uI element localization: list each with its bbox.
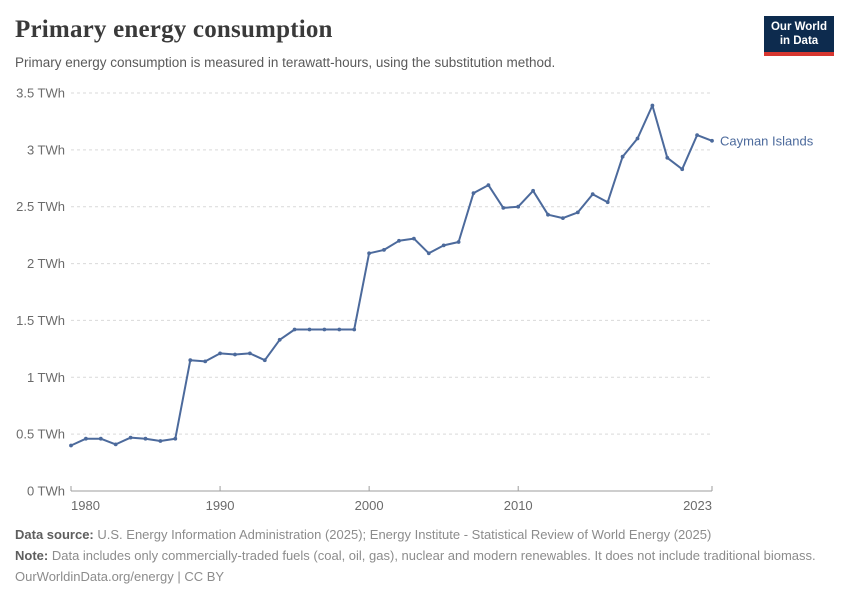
data-point[interactable]	[531, 188, 535, 193]
data-point[interactable]	[233, 352, 237, 357]
data-point[interactable]	[352, 327, 357, 332]
data-point[interactable]	[516, 204, 521, 209]
data-point[interactable]	[665, 155, 670, 160]
data-point[interactable]	[471, 191, 476, 196]
data-point[interactable]	[292, 327, 297, 332]
page-title: Primary energy consumption	[15, 16, 333, 43]
data-point[interactable]	[426, 251, 431, 256]
x-tick-label: 2023	[683, 498, 712, 513]
data-point[interactable]	[98, 436, 103, 441]
data-point[interactable]	[590, 192, 595, 197]
data-point[interactable]	[710, 138, 714, 143]
data-point[interactable]	[307, 327, 312, 332]
data-point[interactable]	[650, 103, 655, 108]
chart-footer: Data source: U.S. Energy Information Adm…	[15, 524, 816, 587]
data-point[interactable]	[248, 351, 252, 356]
x-tick-label: 2010	[504, 498, 533, 513]
data-point[interactable]	[382, 248, 386, 252]
note-line: Note: Data includes only commercially-tr…	[15, 545, 816, 566]
data-point[interactable]	[695, 133, 699, 138]
x-tick-label: 1980	[71, 498, 100, 513]
data-point[interactable]	[501, 206, 506, 210]
data-point[interactable]	[575, 210, 580, 215]
data-point[interactable]	[605, 200, 610, 205]
y-tick-label: 2.5 TWh	[16, 199, 65, 214]
series-entity-label[interactable]: Cayman Islands	[720, 133, 814, 148]
data-point[interactable]	[69, 443, 73, 448]
owid-logo-line2: in Data	[779, 34, 819, 47]
data-point[interactable]	[218, 351, 223, 356]
data-point[interactable]	[635, 136, 640, 141]
y-tick-label: 3 TWh	[27, 142, 65, 157]
data-point[interactable]	[158, 439, 163, 443]
line-chart: 0 TWh 0.5 TWh 1 TWh 1.5 TWh 2 TWh 2.5 TWh 3 TW…	[16, 86, 814, 514]
data-source-text: U.S. Energy Information Administration (…	[97, 527, 712, 542]
data-point[interactable]	[262, 358, 267, 363]
data-point[interactable]	[188, 358, 193, 363]
y-tick-label: 0 TWh	[27, 484, 65, 499]
data-point[interactable]	[128, 435, 133, 440]
data-point[interactable]	[486, 183, 491, 188]
data-point[interactable]	[113, 442, 118, 447]
data-point[interactable]	[173, 436, 178, 441]
y-tick-label: 1.5 TWh	[16, 313, 65, 328]
series-line[interactable]	[70, 104, 713, 447]
data-point[interactable]	[397, 238, 401, 243]
data-point[interactable]	[322, 327, 327, 332]
y-tick-label: 3.5 TWh	[16, 86, 65, 101]
data-point[interactable]	[337, 327, 342, 332]
y-tick-label: 0.5 TWh	[16, 427, 65, 442]
data-point[interactable]	[203, 359, 208, 364]
owid-logo[interactable]: Our World in Data	[764, 16, 834, 56]
data-point[interactable]	[277, 337, 282, 342]
x-tick-label: 2000	[355, 498, 384, 513]
chart-subtitle: Primary energy consumption is measured i…	[15, 55, 556, 70]
data-point[interactable]	[456, 240, 461, 244]
x-tick-label: 1990	[206, 498, 235, 513]
license-link[interactable]: OurWorldinData.org/energy | CC BY	[15, 569, 225, 584]
data-point[interactable]	[620, 154, 625, 159]
note-text: Data includes only commercially-traded f…	[51, 548, 816, 563]
data-source-label: Data source:	[15, 527, 94, 542]
data-point[interactable]	[84, 436, 88, 441]
owid-logo-line1: Our World	[770, 21, 827, 33]
note-label: Note:	[15, 548, 49, 563]
data-point[interactable]	[546, 212, 550, 217]
data-point[interactable]	[412, 236, 416, 241]
y-tick-label: 1 TWh	[27, 370, 65, 385]
data-point[interactable]	[561, 216, 565, 221]
data-point[interactable]	[680, 167, 685, 172]
y-tick-label: 2 TWh	[27, 256, 65, 271]
data-point[interactable]	[367, 251, 371, 256]
data-point[interactable]	[441, 243, 446, 248]
data-point[interactable]	[143, 436, 148, 441]
data-source-line: Data source: U.S. Energy Information Adm…	[15, 524, 816, 545]
